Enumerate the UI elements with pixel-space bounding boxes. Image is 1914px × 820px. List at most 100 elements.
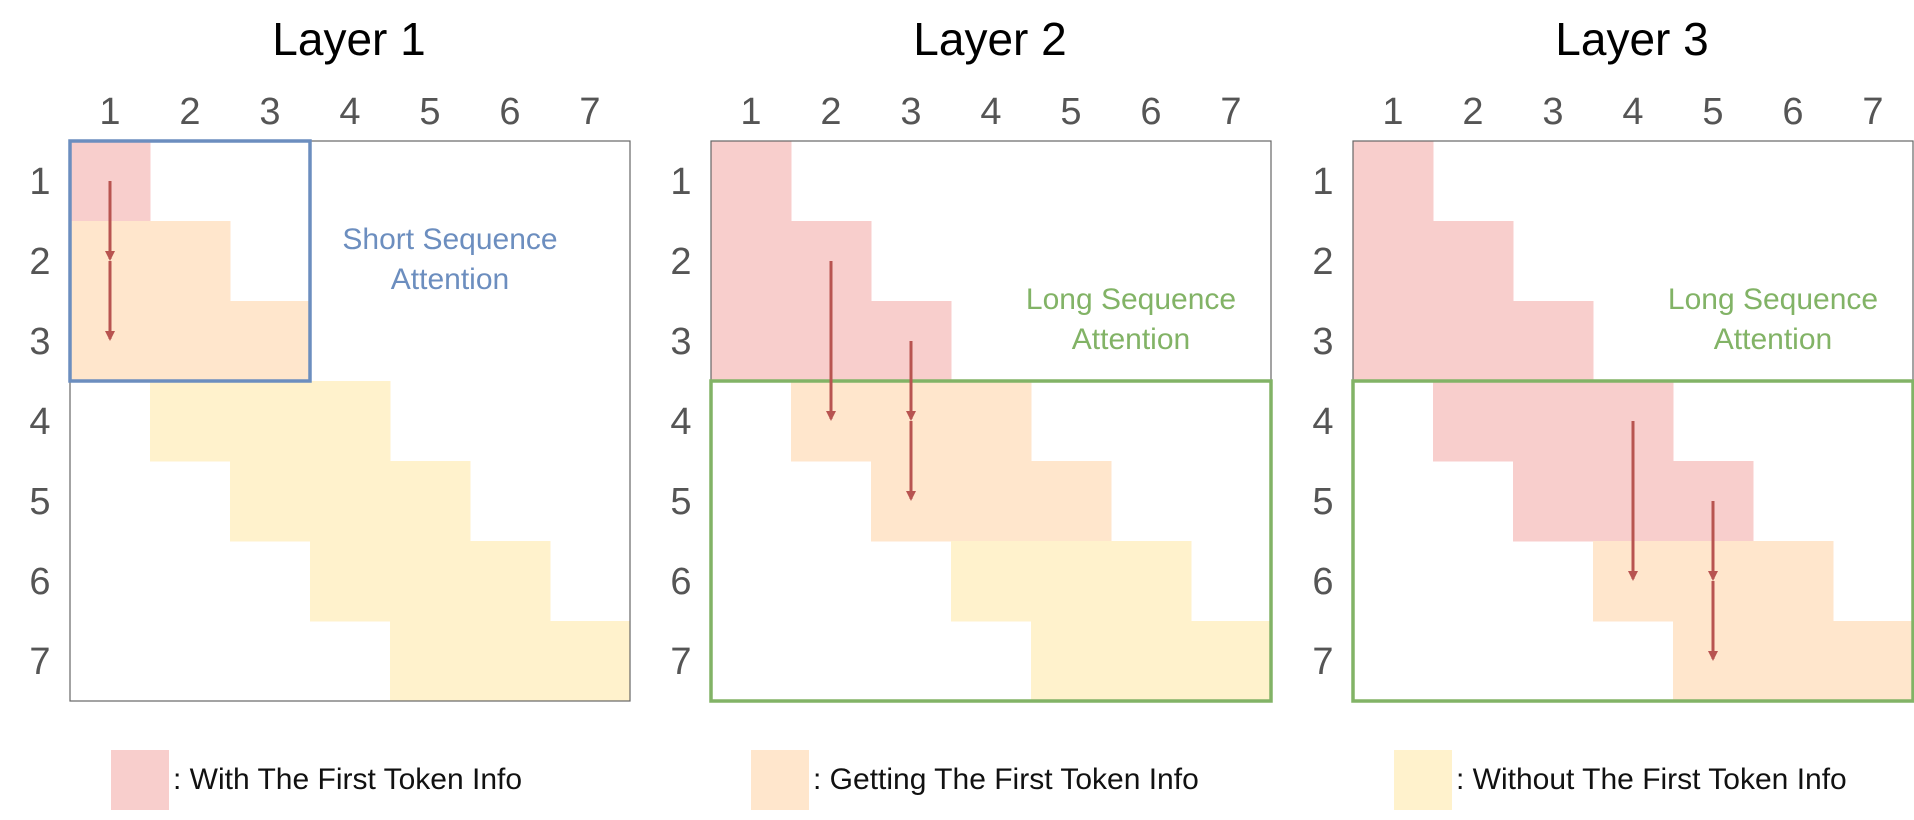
annotation-line: Attention <box>1714 323 1832 356</box>
row-label: 7 <box>1312 641 1333 683</box>
cell-with <box>1513 381 1594 462</box>
column-label: 4 <box>339 91 360 133</box>
column-label: 5 <box>419 91 440 133</box>
annotation-line: Attention <box>391 263 509 296</box>
row-label: 6 <box>670 561 691 603</box>
cell-without <box>470 621 551 702</box>
column-label: 2 <box>1462 91 1483 133</box>
cell-getting <box>230 301 311 382</box>
column-label: 6 <box>1782 91 1803 133</box>
row-label: 1 <box>29 161 50 203</box>
column-label: 3 <box>1542 91 1563 133</box>
cell-without <box>1111 621 1192 702</box>
row-label: 7 <box>29 641 50 683</box>
cell-without <box>1031 541 1112 622</box>
panel-title: Layer 3 <box>1555 13 1708 65</box>
column-label: 3 <box>259 91 280 133</box>
cell-with <box>1353 141 1434 222</box>
legend-swatch <box>1394 750 1452 810</box>
column-label: 1 <box>1382 91 1403 133</box>
cell-without <box>550 621 631 702</box>
panel-2: Layer 2 1 2 3 4 5 6 7 1 2 3 4 5 6 7 Long Sequence Attent… <box>670 13 1273 703</box>
cell-without <box>310 461 391 542</box>
legend-item-getting: : Getting The First Token Info <box>751 750 1199 810</box>
panel-3: Layer 3 1 2 3 4 5 6 7 1 2 3 4 5 6 7 Long Sequence Attent… <box>1312 13 1914 703</box>
column-label: 3 <box>900 91 921 133</box>
cell-without <box>1191 621 1272 702</box>
annotation-line: Attention <box>1072 323 1190 356</box>
column-label: 1 <box>740 91 761 133</box>
cell-with <box>1353 301 1434 382</box>
cell-getting <box>150 221 231 302</box>
row-label: 6 <box>1312 561 1333 603</box>
cell-with <box>1513 461 1594 542</box>
column-label: 7 <box>1862 91 1883 133</box>
cell-with <box>711 141 792 222</box>
column-label: 2 <box>179 91 200 133</box>
row-label: 6 <box>29 561 50 603</box>
row-label: 1 <box>670 161 691 203</box>
cell-without <box>390 461 471 542</box>
row-label: 2 <box>670 241 691 283</box>
cell-getting <box>1031 461 1112 542</box>
row-label: 4 <box>1312 401 1333 443</box>
row-label: 2 <box>29 241 50 283</box>
row-label: 5 <box>29 481 50 523</box>
column-label: 7 <box>579 91 600 133</box>
panels: Layer 1 1 2 3 4 5 6 7 1 2 3 4 5 6 7 Short Sequence Atten… <box>29 13 1914 703</box>
cell-without <box>150 381 231 462</box>
cell-with <box>711 301 792 382</box>
cell-without <box>390 621 471 702</box>
long-sequence-box <box>1351 379 1914 703</box>
legend-label: : Getting The First Token Info <box>813 763 1199 796</box>
cell-getting <box>1753 541 1834 622</box>
row-label: 5 <box>1312 481 1333 523</box>
legend: : With The First Token Info : Getting The… <box>111 750 1847 810</box>
row-label: 4 <box>29 401 50 443</box>
cell-getting <box>150 301 231 382</box>
row-label: 7 <box>670 641 691 683</box>
cell-without <box>230 381 311 462</box>
legend-swatch <box>111 750 169 810</box>
cell-with <box>1513 301 1594 382</box>
annotation-line: Long Sequence <box>1668 283 1878 316</box>
cell-with <box>1433 381 1514 462</box>
column-label: 5 <box>1702 91 1723 133</box>
cell-with <box>711 221 792 302</box>
cell-without <box>470 541 551 622</box>
row-label: 3 <box>670 321 691 363</box>
row-label: 4 <box>670 401 691 443</box>
column-label: 7 <box>1220 91 1241 133</box>
cell-without <box>390 541 471 622</box>
row-label: 1 <box>1312 161 1333 203</box>
cell-without <box>1111 541 1192 622</box>
cell-getting <box>951 381 1032 462</box>
cell-without <box>230 461 311 542</box>
legend-item-with: : With The First Token Info <box>111 750 522 810</box>
annotation-line: Long Sequence <box>1026 283 1236 316</box>
legend-item-without: : Without The First Token Info <box>1394 750 1847 810</box>
legend-label: : With The First Token Info <box>173 763 522 796</box>
grid-border <box>69 140 631 702</box>
row-label: 3 <box>29 321 50 363</box>
panel-title: Layer 1 <box>272 13 425 65</box>
cell-getting <box>1753 621 1834 702</box>
legend-swatch <box>751 750 809 810</box>
cell-getting <box>951 461 1032 542</box>
cell-with <box>1433 221 1514 302</box>
row-label: 5 <box>670 481 691 523</box>
legend-label: : Without The First Token Info <box>1456 763 1847 796</box>
column-label: 2 <box>820 91 841 133</box>
short-sequence-box <box>68 139 312 383</box>
cell-without <box>310 381 391 462</box>
cell-without <box>951 541 1032 622</box>
column-label: 5 <box>1060 91 1081 133</box>
row-label: 3 <box>1312 321 1333 363</box>
column-label: 4 <box>980 91 1001 133</box>
cell-with <box>1353 221 1434 302</box>
cell-without <box>310 541 391 622</box>
cell-with <box>1433 301 1514 382</box>
row-label: 2 <box>1312 241 1333 283</box>
panel-1: Layer 1 1 2 3 4 5 6 7 1 2 3 4 5 6 7 Short Sequence Atten… <box>29 13 631 702</box>
